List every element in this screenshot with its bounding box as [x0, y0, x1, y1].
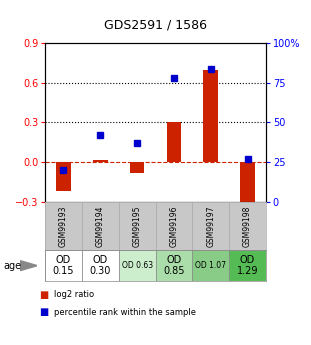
Bar — [119, 250, 156, 281]
Bar — [56, 162, 71, 191]
Bar — [45, 202, 82, 250]
Text: OD
1.29: OD 1.29 — [237, 255, 258, 276]
Text: OD
0.85: OD 0.85 — [163, 255, 185, 276]
Bar — [229, 250, 266, 281]
Bar — [119, 202, 156, 250]
Text: log2 ratio: log2 ratio — [54, 290, 95, 299]
Bar — [192, 202, 229, 250]
Text: ■: ■ — [39, 307, 48, 317]
Text: OD 0.63: OD 0.63 — [122, 261, 153, 270]
Text: OD
0.30: OD 0.30 — [90, 255, 111, 276]
Text: GDS2591 / 1586: GDS2591 / 1586 — [104, 19, 207, 32]
Text: OD 1.07: OD 1.07 — [195, 261, 226, 270]
Bar — [203, 70, 218, 162]
Bar — [229, 202, 266, 250]
Bar — [93, 159, 108, 162]
Text: GSM99193: GSM99193 — [59, 205, 68, 247]
Text: GSM99194: GSM99194 — [96, 205, 105, 247]
Bar — [45, 250, 82, 281]
Bar — [82, 250, 119, 281]
Bar — [82, 202, 119, 250]
Text: GSM99198: GSM99198 — [243, 205, 252, 247]
Bar — [240, 162, 255, 206]
Text: ■: ■ — [39, 290, 48, 300]
Bar — [156, 202, 192, 250]
Text: GSM99197: GSM99197 — [206, 205, 215, 247]
Text: GSM99196: GSM99196 — [169, 205, 179, 247]
Text: OD
0.15: OD 0.15 — [53, 255, 74, 276]
Bar — [167, 122, 181, 162]
Text: GSM99195: GSM99195 — [132, 205, 142, 247]
Bar — [156, 250, 192, 281]
Polygon shape — [20, 261, 37, 270]
Bar — [192, 250, 229, 281]
Bar — [130, 162, 144, 173]
Text: percentile rank within the sample: percentile rank within the sample — [54, 308, 197, 317]
Text: age: age — [3, 261, 21, 270]
